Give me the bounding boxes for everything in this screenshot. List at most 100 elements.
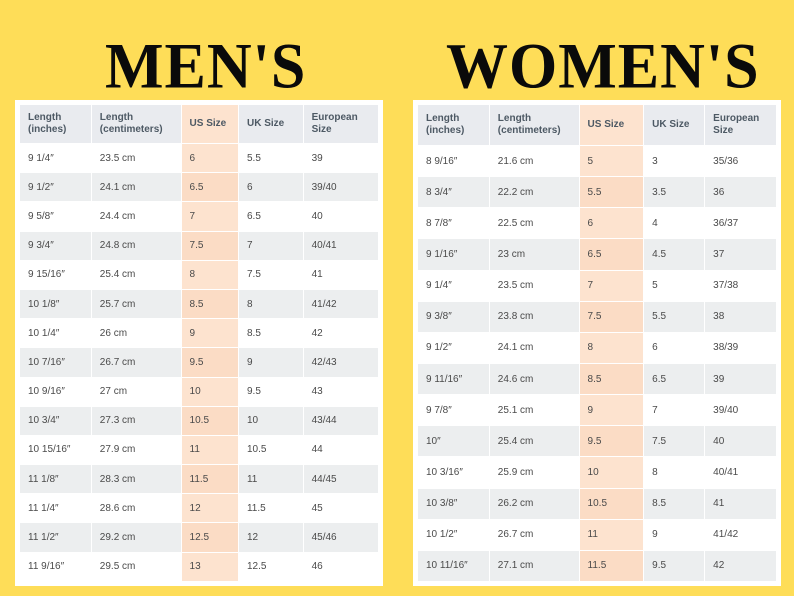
- cell-european-size: 36/37: [704, 207, 777, 240]
- cell-uk-size: 8.5: [237, 318, 304, 349]
- cell-uk-size: 7: [237, 230, 304, 261]
- table-row: 11 1/2″ 29.2 cm 12.5 12 45/46: [19, 522, 380, 553]
- cell-uk-size: 7.5: [643, 425, 706, 458]
- cell-european-size: 39/40: [302, 172, 380, 203]
- cell-us-size: 9: [180, 318, 239, 349]
- cell-us-size: 10.5: [578, 487, 645, 520]
- cell-length-centimeters: 25.1 cm: [488, 394, 580, 427]
- header-european-size: European Size: [302, 104, 380, 144]
- cell-european-size: 41/42: [704, 518, 777, 551]
- table-row: 9 11/16″ 24.6 cm 8.5 6.5 39: [417, 362, 777, 396]
- cell-us-size: 6: [180, 142, 239, 174]
- table-row: 9 3/8″ 23.8 cm 7.5 5.5 38: [417, 300, 777, 333]
- cell-length-centimeters: 28.6 cm: [90, 493, 182, 524]
- header-length-centimeters: Length (centimeters): [488, 104, 580, 146]
- cell-european-size: 39: [302, 142, 380, 174]
- table-row: 10 1/8″ 25.7 cm 8.5 8 41/42: [19, 288, 380, 320]
- table-row: 10″ 25.4 cm 9.5 7.5 40: [417, 425, 777, 458]
- mens-size-table: Length (inches) Length (centimeters) US …: [19, 104, 380, 583]
- cell-length-inches: 11 1/4″: [19, 493, 92, 524]
- cell-us-size: 13: [180, 551, 239, 583]
- cell-length-centimeters: 29.2 cm: [90, 522, 182, 553]
- cell-length-inches: 10 3/8″: [417, 487, 490, 520]
- cell-european-size: 45/46: [302, 522, 380, 553]
- table-row: 9 1/4″ 23.5 cm 7 5 37/38: [417, 269, 777, 302]
- table-row: 9 15/16″ 25.4 cm 8 7.5 41: [19, 259, 380, 290]
- cell-length-centimeters: 22.2 cm: [488, 176, 580, 209]
- header-us-size: US Size: [578, 104, 645, 146]
- cell-european-size: 40/41: [302, 230, 380, 261]
- table-row: 10 9/16″ 27 cm 10 9.5 43: [19, 376, 380, 407]
- header-european-size: European Size: [704, 104, 777, 146]
- cell-length-inches: 9 5/8″: [19, 201, 92, 232]
- header-length-inches: Length (inches): [19, 104, 92, 144]
- table-row: 10 1/2″ 26.7 cm 11 9 41/42: [417, 518, 777, 551]
- cell-length-centimeters: 24.8 cm: [90, 230, 182, 261]
- cell-european-size: 43: [302, 376, 380, 407]
- cell-uk-size: 8: [643, 456, 706, 489]
- cell-us-size: 5.5: [578, 176, 645, 209]
- table-header-row: Length (inches) Length (centimeters) US …: [19, 104, 380, 144]
- cell-european-size: 37/38: [704, 269, 777, 302]
- cell-length-centimeters: 24.1 cm: [488, 331, 580, 364]
- cell-us-size: 11.5: [578, 549, 645, 583]
- header-length-inches: Length (inches): [417, 104, 490, 146]
- cell-us-size: 10: [180, 376, 239, 407]
- cell-length-inches: 10 3/16″: [417, 456, 490, 489]
- cell-european-size: 37: [704, 238, 777, 271]
- header-uk-size: UK Size: [237, 104, 304, 144]
- cell-uk-size: 10: [237, 405, 304, 436]
- cell-uk-size: 5.5: [237, 142, 304, 174]
- cell-length-inches: 10 7/16″: [19, 347, 92, 378]
- cell-uk-size: 8.5: [643, 487, 706, 520]
- cell-european-size: 43/44: [302, 405, 380, 436]
- cell-length-inches: 10 9/16″: [19, 376, 92, 407]
- cell-uk-size: 7.5: [237, 259, 304, 290]
- cell-us-size: 10: [578, 456, 645, 489]
- cell-length-inches: 9 11/16″: [417, 362, 490, 396]
- cell-uk-size: 11: [237, 464, 304, 495]
- cell-uk-size: 5.5: [643, 300, 706, 333]
- cell-uk-size: 9: [643, 518, 706, 551]
- cell-european-size: 44: [302, 434, 380, 466]
- cell-uk-size: 7: [643, 394, 706, 427]
- cell-length-inches: 8 3/4″: [417, 176, 490, 209]
- header-uk-size: UK Size: [643, 104, 706, 146]
- cell-length-inches: 11 1/2″: [19, 522, 92, 553]
- cell-uk-size: 3.5: [643, 176, 706, 209]
- table-row: 8 3/4″ 22.2 cm 5.5 3.5 36: [417, 176, 777, 209]
- cell-length-centimeters: 23.8 cm: [488, 300, 580, 333]
- cell-european-size: 39: [704, 362, 777, 396]
- cell-uk-size: 8: [237, 288, 304, 320]
- cell-us-size: 12.5: [180, 522, 239, 553]
- cell-european-size: 38: [704, 300, 777, 333]
- table-row: 10 3/4″ 27.3 cm 10.5 10 43/44: [19, 405, 380, 436]
- cell-european-size: 38/39: [704, 331, 777, 364]
- cell-european-size: 44/45: [302, 464, 380, 495]
- table-row: 8 9/16″ 21.6 cm 5 3 35/36: [417, 144, 777, 178]
- cell-uk-size: 9: [237, 347, 304, 378]
- cell-length-centimeters: 26.2 cm: [488, 487, 580, 520]
- cell-european-size: 39/40: [704, 394, 777, 427]
- table-row: 9 1/2″ 24.1 cm 8 6 38/39: [417, 331, 777, 364]
- table-row: 11 1/4″ 28.6 cm 12 11.5 45: [19, 493, 380, 524]
- cell-european-size: 42: [302, 318, 380, 349]
- cell-us-size: 8.5: [578, 362, 645, 396]
- cell-european-size: 46: [302, 551, 380, 583]
- table-row: 9 3/4″ 24.8 cm 7.5 7 40/41: [19, 230, 380, 261]
- table-row: 11 9/16″ 29.5 cm 13 12.5 46: [19, 551, 380, 583]
- table-row: 9 1/16″ 23 cm 6.5 4.5 37: [417, 238, 777, 271]
- cell-length-inches: 8 7/8″: [417, 207, 490, 240]
- cell-uk-size: 5: [643, 269, 706, 302]
- table-row: 9 1/4″ 23.5 cm 6 5.5 39: [19, 142, 380, 174]
- cell-us-size: 11: [578, 518, 645, 551]
- cell-length-centimeters: 25.4 cm: [488, 425, 580, 458]
- header-us-size: US Size: [180, 104, 239, 144]
- cell-us-size: 9: [578, 394, 645, 427]
- cell-length-centimeters: 26.7 cm: [488, 518, 580, 551]
- cell-us-size: 8: [578, 331, 645, 364]
- cell-uk-size: 6: [237, 172, 304, 203]
- cell-european-size: 40/41: [704, 456, 777, 489]
- cell-us-size: 11: [180, 434, 239, 466]
- table-row: 10 3/16″ 25.9 cm 10 8 40/41: [417, 456, 777, 489]
